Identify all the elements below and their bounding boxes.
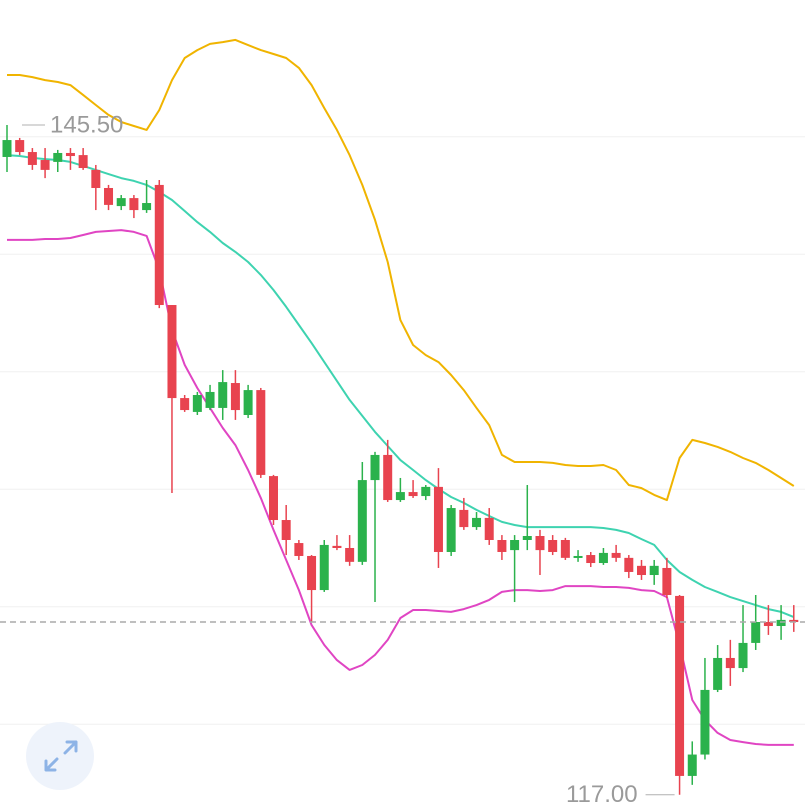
candle-body — [433, 486, 443, 552]
candle-body — [408, 492, 418, 497]
candle-body — [230, 383, 240, 411]
candle-body — [751, 622, 761, 643]
candle-body — [421, 486, 431, 497]
candle-body — [192, 395, 202, 412]
candle-body — [27, 152, 37, 165]
candle-body — [256, 390, 266, 475]
candle-body — [345, 547, 355, 562]
candle-body — [560, 540, 570, 558]
candle-body — [573, 555, 583, 558]
candle-body — [15, 140, 25, 153]
candle-body — [649, 565, 659, 576]
candle-body — [522, 536, 532, 540]
candle-body — [243, 390, 253, 415]
candle-body — [497, 540, 507, 552]
candle-body — [332, 545, 342, 548]
candle-body — [357, 480, 367, 562]
candle-body — [484, 517, 494, 540]
candle-body — [65, 152, 75, 157]
candle-body — [776, 619, 786, 627]
candle-body — [129, 198, 139, 211]
candle-body — [167, 305, 177, 399]
candle-body — [611, 552, 621, 558]
grid — [0, 136, 805, 725]
band-line — [7, 229, 794, 746]
candle-body — [91, 169, 101, 188]
candle-body — [700, 689, 710, 755]
candle-body — [789, 619, 799, 623]
candle-body — [294, 543, 304, 556]
candle-body — [637, 565, 646, 576]
expand-button[interactable] — [26, 722, 94, 790]
candle-body — [459, 509, 469, 528]
candle-body — [725, 657, 735, 669]
candle-body — [675, 595, 685, 776]
candle-body — [383, 454, 393, 501]
band-line — [6, 154, 795, 619]
candle-body — [535, 536, 545, 551]
candle-body — [598, 552, 608, 564]
candle-body — [53, 152, 63, 162]
candle-body — [446, 508, 456, 552]
candle-body — [687, 754, 697, 776]
candle-body — [738, 642, 748, 669]
annotation-label: 145.50 — [50, 111, 123, 138]
expand-icon[interactable] — [44, 740, 78, 772]
candle-body — [662, 567, 672, 595]
candle-body — [395, 492, 405, 501]
candle-body — [154, 184, 164, 306]
candle-body — [2, 140, 12, 157]
candle-body — [319, 544, 329, 591]
band-line — [7, 38, 795, 502]
candle-body — [763, 622, 773, 627]
candle-body — [307, 555, 317, 591]
candle-body — [268, 476, 278, 521]
overlay: 145.50 117.00 — [0, 111, 805, 808]
candle-body — [116, 198, 126, 207]
candle-body — [104, 187, 114, 205]
candle-body — [180, 398, 190, 411]
candle-body — [510, 540, 520, 551]
candle-body — [40, 160, 50, 170]
candle-body — [205, 391, 215, 408]
candle-body — [218, 382, 228, 408]
candle-body — [548, 540, 558, 552]
candle-body — [713, 657, 723, 690]
candles — [2, 125, 799, 795]
candle-body — [624, 557, 634, 572]
expand-button-bg[interactable] — [26, 722, 94, 790]
candle-body — [281, 520, 291, 540]
candle-body — [586, 555, 596, 564]
candle-body — [370, 454, 380, 481]
annotation-label: 117.00 — [566, 781, 638, 808]
candle-body — [78, 155, 88, 169]
candle-body — [472, 517, 482, 528]
bands — [6, 38, 795, 746]
candle-body — [142, 203, 152, 211]
